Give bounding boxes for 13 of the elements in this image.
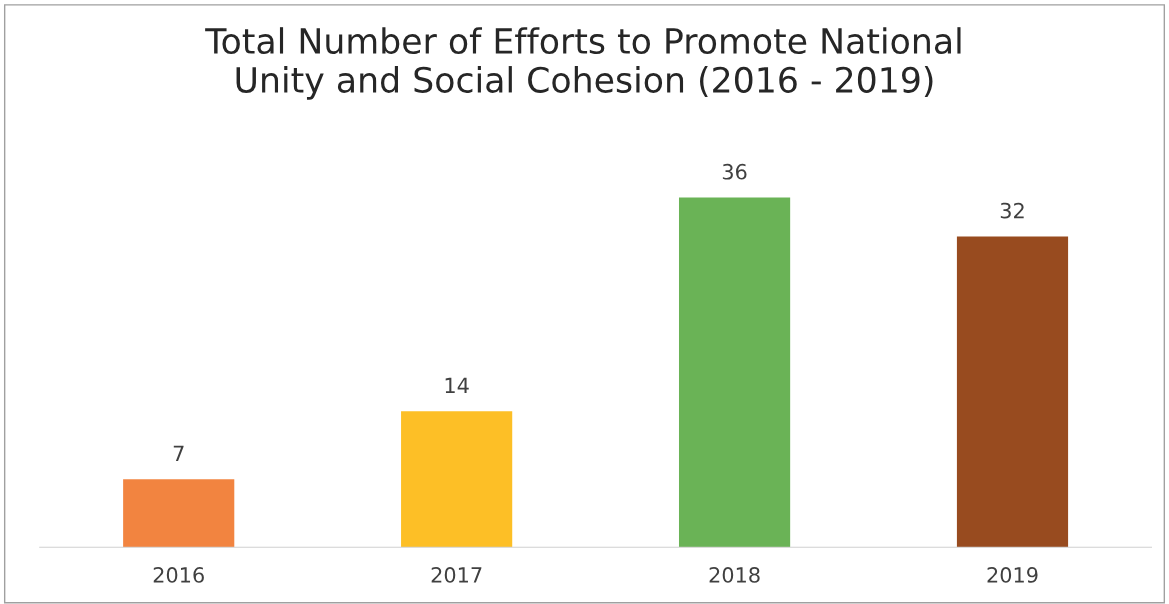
bar: [401, 411, 513, 548]
chart-title: Total Number of Efforts to Promote National Unity and Social Cohesion (2016 - 2019): [205, 27, 961, 100]
data-label: 36: [722, 163, 747, 180]
x-tick-label: 2016: [153, 567, 204, 583]
x-tick-label: 2019: [987, 567, 1038, 583]
x-tick-label: 2018: [709, 567, 760, 583]
bar: [123, 479, 235, 548]
bar: [678, 197, 791, 548]
data-label: 14: [445, 377, 469, 394]
x-tick-label: 2017: [431, 567, 482, 583]
data-label: 32: [1000, 202, 1024, 219]
data-label: 7: [173, 445, 184, 462]
bar: [956, 236, 1069, 548]
